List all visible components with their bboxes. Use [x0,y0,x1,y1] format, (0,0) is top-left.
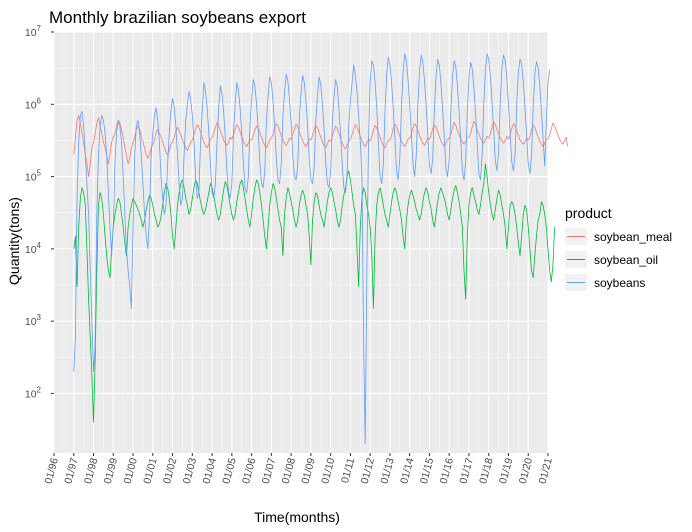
x-axis-title: Time(months) [254,509,340,525]
y-tick-label: 102 [25,385,42,400]
x-tick-label: 01/10 [319,457,337,486]
series-line-soybean-oil [73,163,555,423]
legend-label: soybeans [594,276,645,290]
y-tick-label: 106 [25,96,42,111]
x-tick-label: 01/09 [299,457,317,486]
x-tick-label: 01/17 [457,457,475,486]
x-tick-label: 01/07 [260,457,278,486]
x-tick-label: 01/98 [82,457,100,486]
series-lines [73,53,569,445]
x-tick-label: 01/05 [220,457,238,486]
x-tick-label: 01/08 [280,457,298,486]
x-tick-label: 01/96 [43,457,61,486]
x-tick-label: 01/02 [161,457,179,486]
x-tick-label: 01/01 [141,457,159,486]
chart-title: Monthly brazilian soybeans export [49,8,306,27]
series-line-soybeans [73,53,551,445]
legend-label: soybean_oil [594,253,658,267]
series-line-soybean-meal [73,115,569,177]
y-tick-exponent: 4 [37,241,42,250]
x-tick-label: 01/19 [497,457,515,486]
y-tick-exponent: 6 [37,96,42,105]
x-tick-label: 01/13 [378,457,396,486]
x-tick-label: 01/18 [477,457,495,486]
y-tick-base: 10 [25,388,37,400]
y-tick-exponent: 3 [37,313,42,322]
y-axis-title: Quantity(tons) [6,197,22,285]
y-tick-label: 103 [25,313,42,328]
x-tick-label: 01/16 [438,457,456,486]
y-tick-label: 107 [25,24,42,39]
x-tick-label: 01/97 [62,457,80,486]
x-tick-label: 01/00 [122,457,140,486]
x-tick-label: 01/21 [537,457,555,486]
x-tick-label: 01/11 [339,457,357,485]
y-tick-base: 10 [25,172,37,184]
x-axis: 01/96 01/97 01/98 01/99 01/00 01/01 01/02 01/03… [43,453,555,485]
x-tick-label: 01/14 [398,457,416,486]
grid [53,31,549,453]
legend-label: soybean_meal [594,230,672,244]
y-tick-base: 10 [25,99,37,111]
x-tick-label: 01/06 [240,457,258,486]
y-tick-exponent: 7 [37,24,42,33]
x-tick-label: 01/99 [102,457,120,486]
y-tick-base: 10 [25,27,37,39]
y-tick-label: 105 [25,169,42,184]
x-tick-label: 01/15 [418,457,436,486]
y-tick-label: 104 [25,241,42,256]
x-tick-label: 01/12 [359,457,377,486]
y-tick-base: 10 [25,244,37,256]
y-tick-base: 10 [25,316,37,328]
legend: product soybean_meal soybean_oil soybeans [565,205,672,291]
y-tick-exponent: 5 [37,169,42,178]
legend-title: product [565,205,612,221]
y-tick-exponent: 2 [37,385,42,394]
x-tick-label: 01/20 [517,457,535,486]
x-tick-label: 01/04 [201,457,219,486]
x-tick-label: 01/03 [181,457,199,486]
